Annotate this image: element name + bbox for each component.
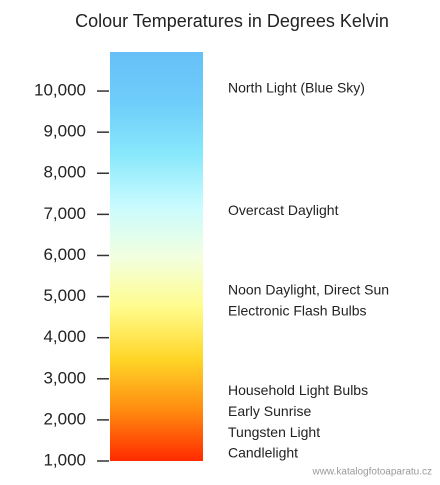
annotation: Candlelight	[228, 444, 298, 460]
y-tick-label: 4,000	[43, 327, 86, 346]
y-tick-label: 9,000	[43, 122, 86, 141]
y-tick-label: 5,000	[43, 286, 86, 305]
y-tick-label: 6,000	[43, 245, 86, 264]
annotation: Electronic Flash Bulbs	[228, 302, 367, 318]
annotation: Tungsten Light	[228, 424, 320, 440]
annotation: Household Light Bulbs	[228, 382, 368, 398]
annotation: North Light (Blue Sky)	[228, 80, 365, 96]
chart-title: Colour Temperatures in Degrees Kelvin	[75, 11, 389, 31]
y-tick-label: 1,000	[43, 450, 86, 469]
watermark: www.katalogfotoaparatu.cz	[311, 467, 432, 478]
y-tick-label: 3,000	[43, 368, 86, 387]
annotation: Overcast Daylight	[228, 202, 339, 218]
y-tick-label: 8,000	[43, 163, 86, 182]
y-tick-label: 10,000	[34, 81, 86, 100]
y-tick-label: 2,000	[43, 409, 86, 428]
y-tick-label: 7,000	[43, 204, 86, 223]
annotation: Noon Daylight, Direct Sun	[228, 282, 389, 298]
annotation: Early Sunrise	[228, 403, 311, 419]
color-bar	[110, 52, 203, 461]
